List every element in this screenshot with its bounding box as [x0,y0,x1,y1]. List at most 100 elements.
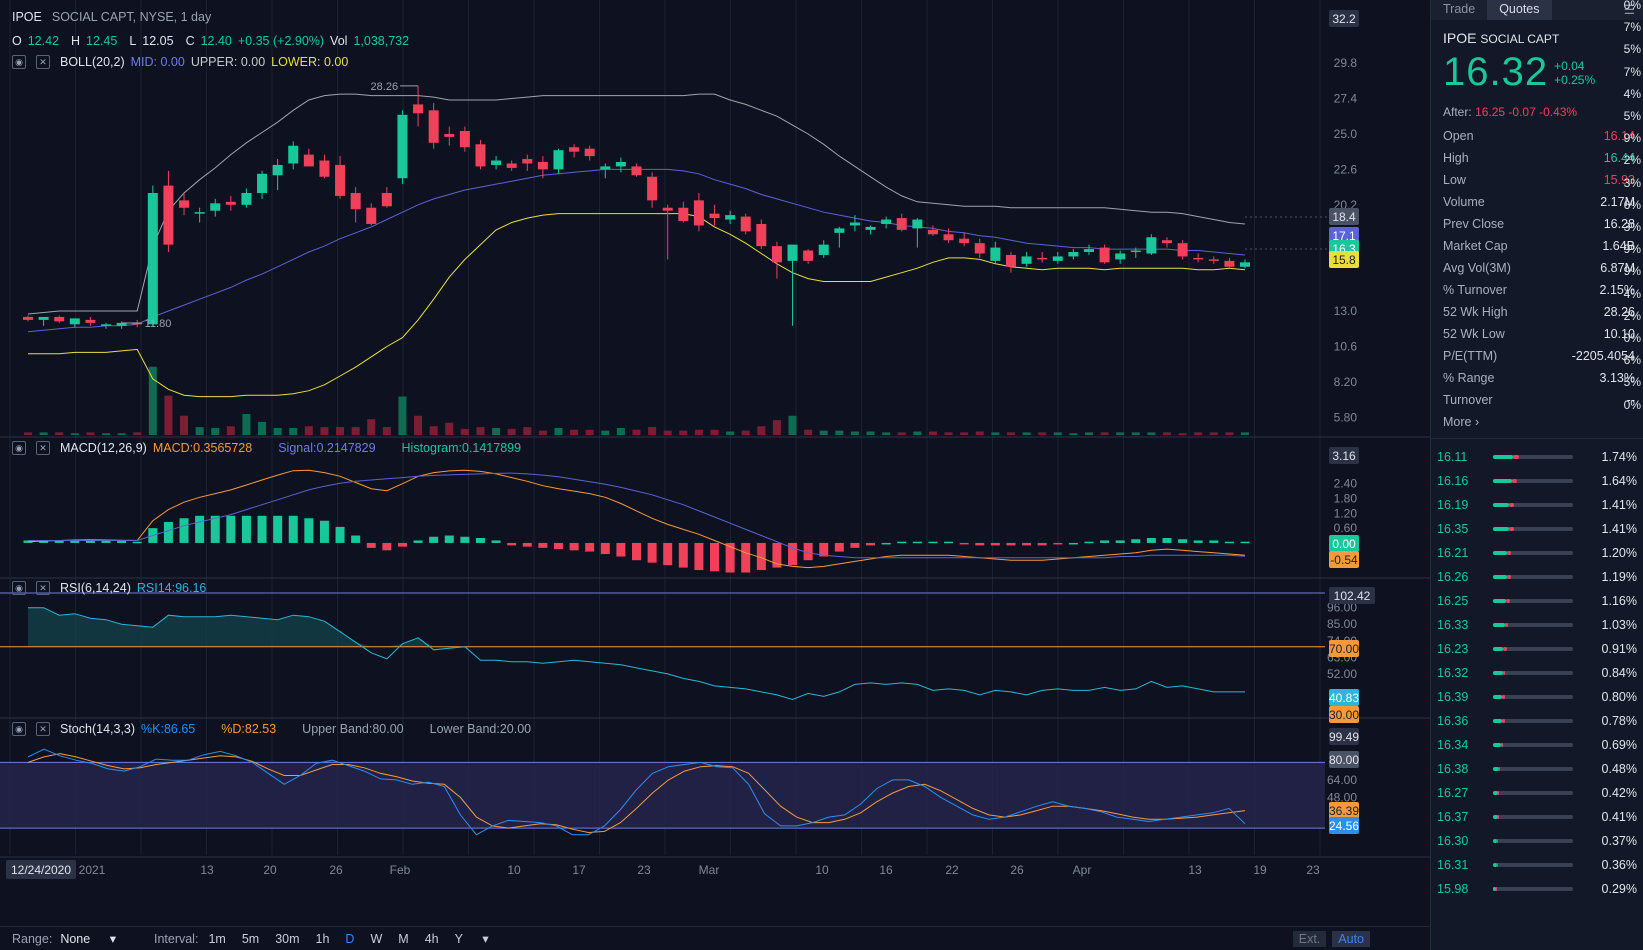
stat-value: -2205.4054 [1571,349,1635,363]
volume-bar [86,432,95,435]
stat-value: 10.10 [1603,327,1635,341]
interval-week[interactable]: W [370,931,383,946]
price-tag-bg [1329,802,1359,819]
rsi-value-tag: 40.83 [1329,689,1359,706]
candle-body [1037,257,1048,260]
more-link[interactable]: More › [1431,411,1643,433]
dist-pct: 1.64% [1601,474,1637,488]
candle-body [1083,249,1094,253]
eye-icon[interactable]: ◉ [12,581,26,595]
price-tag-bg [1329,751,1359,768]
tab-trade[interactable]: Trade [1443,2,1476,16]
dist-pct: 1.41% [1601,498,1637,512]
interval-day[interactable]: D [345,931,355,946]
candle-body [1052,256,1063,261]
eye-icon[interactable]: ◉ [12,722,26,736]
auto-button[interactable]: Auto [1332,930,1370,947]
volume-bar [819,430,828,435]
candle-body [1208,259,1219,261]
side-pct: 9% [1623,131,1641,146]
symbol-desc: SOCIAL CAPT, NYSE, 1 day [51,10,212,24]
interval-year[interactable]: Y ▾ [455,931,505,946]
macd-histogram-bar [101,540,111,543]
dist-bar [1493,815,1573,819]
volume-bar [866,431,875,435]
candle-body [101,324,112,326]
side-pct: 5% [1623,42,1641,57]
interval-1h[interactable]: 1h [315,931,330,946]
ext-button[interactable]: Ext. [1292,930,1327,947]
price-tick-label: 13.0 [1334,304,1358,318]
macd-histogram-bar [226,515,236,543]
volume-bar [336,427,345,435]
chart-canvas[interactable]: 29.827.425.022.620.213.010.68.205.8032.2… [0,0,1430,950]
list-menu-icon[interactable]: ☰ [1623,3,1635,17]
volume-bar [601,430,610,435]
volume-bar [195,427,204,435]
price-tick-label: 22.6 [1334,162,1358,176]
dist-pct: 0.48% [1601,762,1637,776]
close-icon[interactable]: ✕ [36,581,50,595]
macd-tick-label: 0.60 [1334,521,1358,535]
price-tag-text: 36.39 [1329,804,1359,818]
macd-histogram-bar [1224,541,1234,544]
eye-icon[interactable]: ◉ [12,441,26,455]
volume-bar [492,428,501,435]
volume-bar [1100,432,1109,435]
stat-value: 16.44 [1603,151,1635,165]
eye-icon[interactable]: ◉ [12,55,26,69]
dist-bar [1493,671,1573,675]
x-tick-label: 2021 [79,863,106,877]
volume-bar [850,431,859,435]
stat-row: Turnover -- [1431,389,1643,411]
rsi-legend: ◉ ✕ RSI(6,14,24) RSI14:96.16 [12,581,206,595]
volume-bar [897,432,906,435]
panel-tabs: Trade Quotes ☰ [1431,0,1643,20]
signal-value: Signal:0.2147829 [278,441,376,455]
interval-30m[interactable]: 30m [275,931,300,946]
macd-histogram-bar [803,542,813,561]
macd-histogram-bar [304,518,314,543]
interval-month[interactable]: M [398,931,409,946]
dist-pct: 1.16% [1601,594,1637,608]
stoch-legend: ◉ ✕ Stoch(14,3,3) %K:86.65 %D:82.53 Uppe… [12,722,531,736]
side-pct: 2% [1623,153,1641,168]
price-tag-bg [1329,551,1359,568]
dist-price: 16.34 [1437,738,1469,752]
close-icon[interactable]: ✕ [36,722,50,736]
candle-body [553,150,564,170]
stat-value: 2.15% [1599,283,1635,297]
symbol-header: IPOE SOCIAL CAPT, NYSE, 1 day [12,10,211,24]
interval-5m[interactable]: 5m [241,931,260,946]
price-top-tag: 32.2 [1329,10,1359,27]
stat-label: Turnover [1443,393,1493,407]
dist-pct: 0.84% [1601,666,1637,680]
price-tag-bg [1329,251,1359,268]
macd-histogram-bar [959,542,969,545]
side-pct: 0% [1623,397,1641,412]
macd-histogram-bar [1162,538,1172,543]
interval-4h[interactable]: 4h [424,931,439,946]
close-icon[interactable]: ✕ [36,55,50,69]
close-icon[interactable]: ✕ [36,441,50,455]
macd-histogram-bar [897,541,907,544]
x-tick-label: Feb [390,863,411,877]
stat-label: High [1443,151,1469,165]
side-pct: 7% [1623,64,1641,79]
tab-quotes[interactable]: Quotes [1487,0,1552,20]
interval-year-label: Y [454,932,463,946]
dist-price: 16.23 [1437,642,1469,656]
macd-histogram-bar [429,536,439,543]
chart-area[interactable]: 29.8 27.4 25.0 22.6 20.2 13.0 10.6 8.20 5.80 32.2… [0,0,1430,950]
candle-body [225,201,236,205]
stat-row: Prev Close 16.28 [1431,213,1643,235]
interval-1m[interactable]: 1m [208,931,226,946]
volume-bar [320,427,329,435]
range-select[interactable]: None ▾ [60,931,132,946]
dist-pct: 0.78% [1601,714,1637,728]
x-tick-label: Apr [1073,863,1092,877]
candle-body [491,160,502,165]
price-tag-text: 18.4 [1332,210,1356,224]
macd-histogram-bar [288,515,298,543]
